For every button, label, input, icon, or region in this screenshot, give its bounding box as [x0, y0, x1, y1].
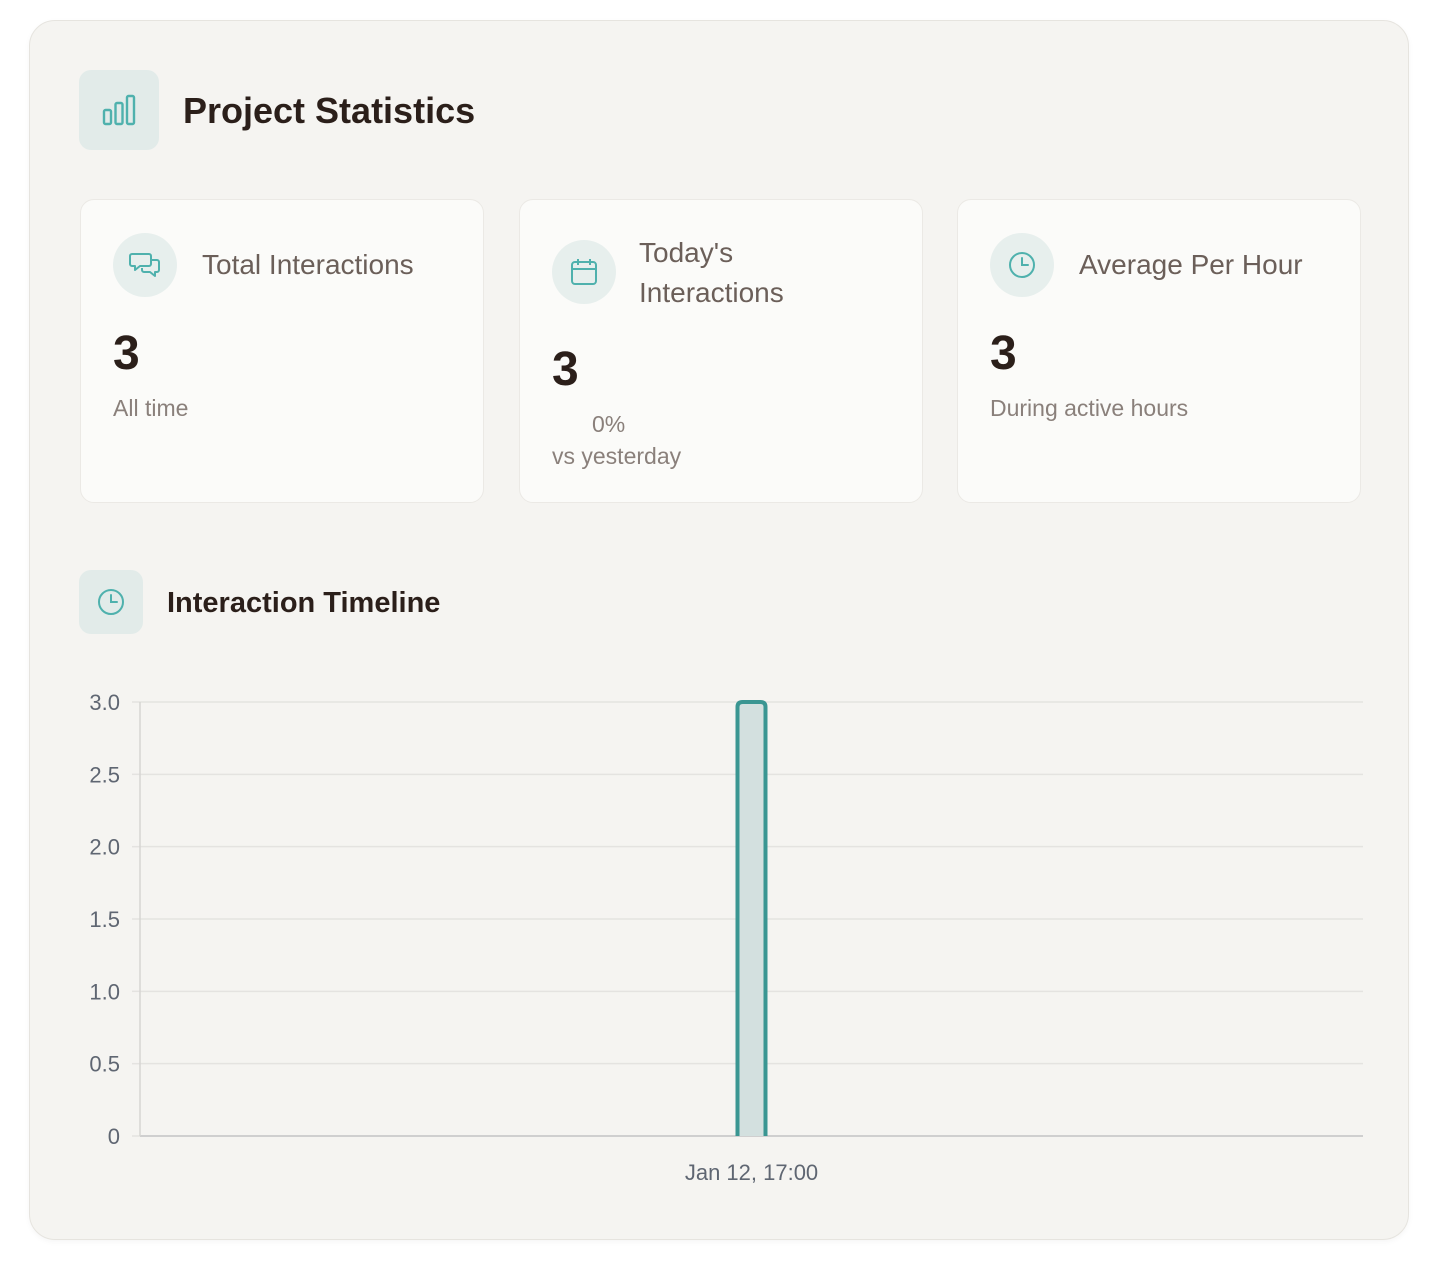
project-statistics-panel: Project Statistics Total Interactions 3 … — [29, 20, 1409, 1240]
total-interactions-card: Total Interactions 3 All time — [80, 199, 484, 503]
x-tick-label: Jan 12, 17:00 — [685, 1160, 818, 1185]
interaction-timeline-chart: 0 0.5 1.0 1.5 2.0 2.5 3.0 Jan 12, 17:00 — [89, 690, 1363, 1185]
bar — [735, 700, 768, 1136]
bar-chart-icon — [79, 70, 159, 150]
page-title: Project Statistics — [183, 90, 476, 131]
calendar-icon — [552, 240, 616, 304]
card-subtitle: During active hours — [990, 395, 1189, 421]
card-title: Total Interactions — [202, 249, 414, 280]
card-value: 3 — [552, 343, 579, 396]
y-tick-label: 2.0 — [89, 835, 120, 860]
todays-interactions-card: Today's Interactions 3 0% vs yesterday — [519, 199, 923, 503]
y-tick-label: 1.5 — [89, 907, 120, 932]
y-tick-label: 1.0 — [89, 979, 120, 1004]
chat-bubbles-icon — [113, 233, 177, 297]
change-percent: 0% — [592, 411, 626, 437]
y-tick-label: 2.5 — [89, 762, 120, 787]
card-subtitle: vs yesterday — [552, 443, 682, 469]
card-subtitle: All time — [113, 395, 189, 421]
clock-icon — [79, 570, 143, 634]
average-per-hour-card: Average Per Hour 3 During active hours — [957, 199, 1361, 503]
clock-icon — [990, 233, 1054, 297]
card-title-line1: Today's — [639, 237, 734, 268]
y-tick-label: 0.5 — [89, 1052, 120, 1077]
card-value: 3 — [113, 327, 140, 380]
y-tick-label: 3.0 — [89, 690, 120, 715]
card-value: 3 — [990, 327, 1017, 380]
timeline-title: Interaction Timeline — [167, 587, 441, 619]
card-title: Average Per Hour — [1079, 249, 1303, 280]
card-title-line2: Interactions — [639, 277, 784, 308]
y-tick-label: 0 — [108, 1124, 120, 1149]
